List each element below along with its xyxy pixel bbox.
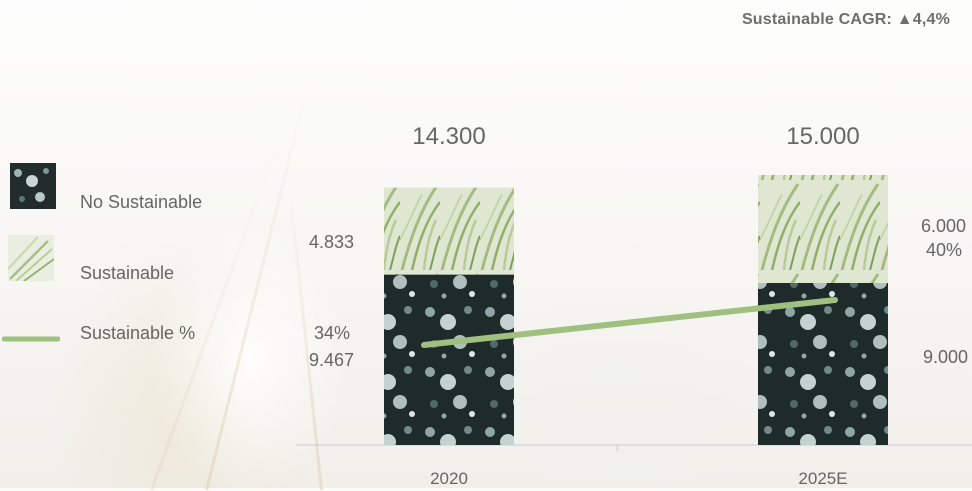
value-label-no-sustainable-2020: 9.467 xyxy=(309,350,354,370)
legend-swatch-sustainable xyxy=(8,235,54,281)
value-label-no-sustainable-2025E: 9.000 xyxy=(923,347,968,367)
cagr-value: ▲4,4% xyxy=(896,11,950,28)
legend-swatch-sustainable-pct xyxy=(2,336,60,342)
legend-swatch-no-sustainable xyxy=(10,163,56,209)
value-label-sustainable-2025E: 6.000 xyxy=(921,216,966,236)
value-label-sustainable-2020: 4.833 xyxy=(309,232,354,252)
value-label-pct-2025E: 40% xyxy=(926,240,962,260)
cagr-header: Sustainable CAGR: ▲4,4% xyxy=(742,11,950,29)
bar-no-sustainable-2020 xyxy=(384,274,514,445)
legend-label-no-sustainable: No Sustainable xyxy=(80,192,203,212)
x-tick-label-2020: 2020 xyxy=(430,469,468,488)
bar-no-sustainable-2025E xyxy=(758,283,888,445)
value-label-pct-2020: 34% xyxy=(314,323,350,343)
bar-sustainable-2020 xyxy=(384,187,514,275)
cagr-label: Sustainable CAGR: xyxy=(741,11,893,28)
x-tick-label-2025E: 2025E xyxy=(798,469,847,488)
total-label-2020: 14.300 xyxy=(412,123,485,150)
bar-sustainable-2025E xyxy=(758,175,888,283)
legend-label-sustainable: Sustainable xyxy=(80,263,175,283)
line-sustainable-pct xyxy=(421,297,838,348)
legend-label-sustainable-pct: Sustainable % xyxy=(80,323,196,343)
total-label-2025E: 15.000 xyxy=(786,123,859,150)
